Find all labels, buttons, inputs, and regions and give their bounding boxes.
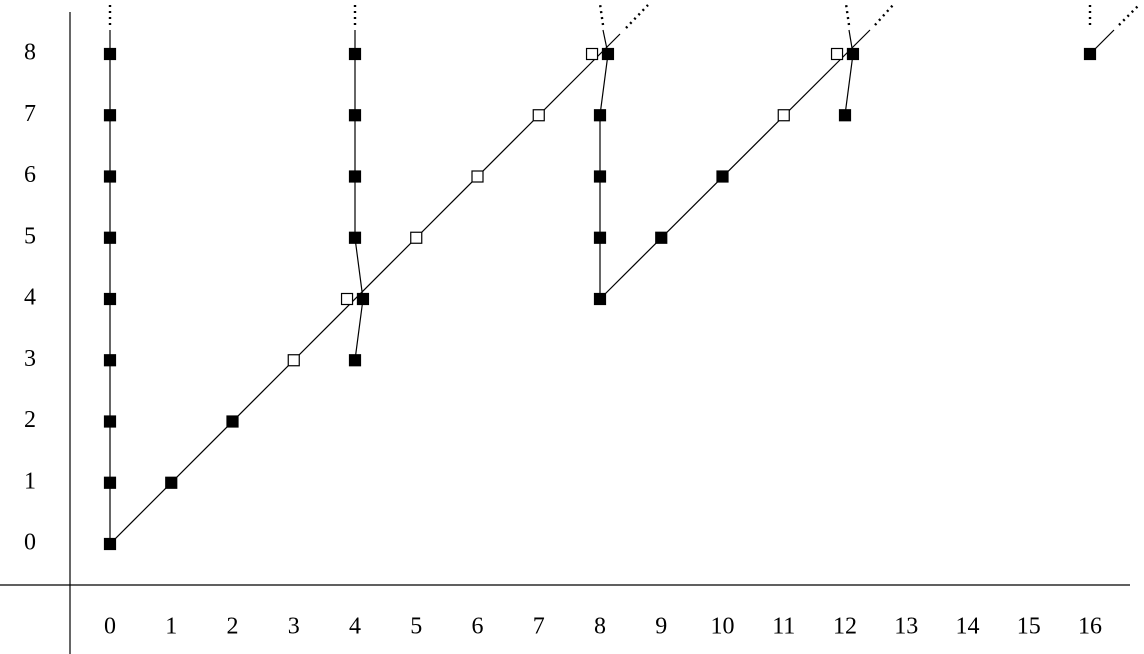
node xyxy=(716,170,729,183)
edge xyxy=(844,29,854,116)
node xyxy=(601,47,615,61)
x-label: 14 xyxy=(956,614,980,640)
node xyxy=(103,292,117,306)
x-label: 6 xyxy=(472,614,484,640)
node xyxy=(655,231,668,244)
node xyxy=(846,47,860,61)
node xyxy=(103,170,117,183)
node xyxy=(348,47,362,61)
x-label: 15 xyxy=(1017,614,1041,640)
node xyxy=(103,537,117,551)
y-label: 5 xyxy=(24,223,36,249)
node xyxy=(103,109,117,122)
y-label: 3 xyxy=(24,346,36,372)
edge xyxy=(599,29,871,300)
node xyxy=(103,476,117,489)
x-label: 7 xyxy=(533,614,545,640)
edges xyxy=(108,3,1141,545)
node xyxy=(410,231,423,244)
x-label: 4 xyxy=(349,614,361,640)
node xyxy=(103,354,117,367)
x-label: 1 xyxy=(165,614,177,640)
node xyxy=(532,109,545,122)
node xyxy=(226,415,239,428)
y-label: 4 xyxy=(24,285,36,311)
node xyxy=(103,415,117,428)
node xyxy=(593,109,607,122)
y-label: 8 xyxy=(24,40,36,66)
node xyxy=(356,292,370,306)
node xyxy=(348,231,362,244)
y-label: 2 xyxy=(24,407,36,433)
y-label: 7 xyxy=(24,101,36,127)
y-label: 0 xyxy=(24,530,36,556)
ellipsis xyxy=(625,4,649,29)
node xyxy=(593,231,607,244)
node xyxy=(165,476,178,489)
ellipsis xyxy=(844,3,851,26)
ellipsis xyxy=(874,4,894,26)
node xyxy=(593,292,607,306)
x-label: 5 xyxy=(410,614,422,640)
x-label: 3 xyxy=(288,614,300,640)
node xyxy=(348,109,362,122)
y-label: 1 xyxy=(24,468,36,494)
node xyxy=(340,292,354,306)
node xyxy=(593,170,607,183)
x-label: 0 xyxy=(104,614,116,640)
x-label: 8 xyxy=(594,614,606,640)
node xyxy=(348,170,362,183)
node xyxy=(838,109,852,122)
node xyxy=(348,354,362,367)
node xyxy=(585,47,599,61)
node xyxy=(1083,47,1097,61)
node xyxy=(777,109,790,122)
x-label: 9 xyxy=(655,614,667,640)
ellipsis xyxy=(598,3,605,26)
node xyxy=(103,231,117,244)
x-label: 16 xyxy=(1078,614,1102,640)
node xyxy=(471,170,484,183)
y-label: 6 xyxy=(24,162,36,188)
x-label: 10 xyxy=(711,614,735,640)
axes xyxy=(0,12,1130,654)
ellipsis xyxy=(1118,3,1141,26)
node xyxy=(830,47,844,61)
edge xyxy=(599,29,609,299)
node xyxy=(103,47,117,61)
x-label: 12 xyxy=(833,614,857,640)
x-label: 13 xyxy=(894,614,918,640)
node xyxy=(287,354,300,367)
x-label: 11 xyxy=(772,614,795,640)
x-label: 2 xyxy=(227,614,239,640)
